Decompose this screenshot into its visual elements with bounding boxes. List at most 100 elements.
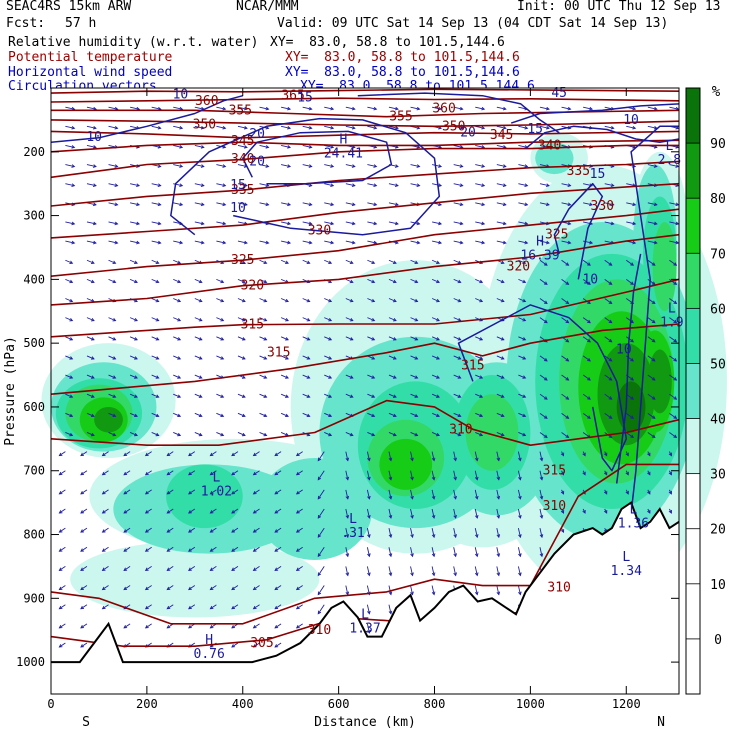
circulation-vector-head (317, 572, 322, 577)
circulation-vector-head (543, 300, 548, 305)
theta-label: 315 (241, 318, 264, 333)
circulation-vector-head (265, 240, 270, 245)
circulation-vector (410, 336, 418, 341)
circulation-vector (626, 412, 634, 419)
circulation-vector (302, 393, 310, 398)
circulation-vector (496, 355, 505, 360)
circulation-vector-head (330, 125, 335, 130)
wind-contour (553, 182, 604, 280)
circulation-vector-head (71, 164, 76, 168)
circulation-vector-head (675, 240, 680, 245)
circulation-vector-head (436, 337, 440, 341)
circulation-vector-head (114, 221, 119, 226)
circulation-vector (583, 240, 593, 244)
circulation-vector (80, 546, 88, 552)
circulation-vector (388, 470, 392, 480)
circulation-vector (496, 451, 500, 461)
circulation-vector (539, 298, 548, 304)
circulation-vector-head (241, 413, 246, 418)
circulation-vector-head (330, 202, 335, 207)
circulation-vector (108, 259, 116, 264)
circulation-vector (259, 164, 269, 167)
circulation-vector-head (610, 202, 615, 207)
circulation-vector-head (479, 298, 484, 303)
circulation-vector-head (457, 337, 462, 341)
circulation-vector-head (522, 413, 527, 418)
circulation-vector (431, 412, 440, 417)
circulation-vector (296, 470, 303, 476)
circulation-vector-head (474, 572, 479, 577)
circulation-vector-head (287, 145, 292, 149)
circulation-vector (86, 317, 95, 322)
circulation-vector-head (560, 529, 565, 533)
extremum-type: L (361, 608, 369, 623)
circulation-vector-head (394, 183, 399, 187)
circulation-vector (151, 374, 159, 379)
circulation-vector (108, 106, 118, 110)
circulation-vector (539, 547, 543, 557)
circulation-vector-head (608, 319, 613, 324)
circulation-vector (86, 374, 95, 379)
circulation-vector (367, 164, 377, 167)
circulation-vector-head (496, 534, 501, 539)
circulation-vector (194, 125, 204, 129)
circulation-vector-head (351, 106, 356, 111)
circulation-vector-head (367, 534, 371, 539)
circulation-vector-head (371, 279, 376, 284)
circulation-vector-head (144, 567, 149, 571)
circulation-vector (561, 259, 569, 266)
circulation-vector-head (522, 318, 527, 322)
circulation-vector-head (394, 202, 399, 207)
circulation-vector-head (134, 337, 138, 341)
circulation-vector (345, 451, 349, 461)
circulation-vector (388, 183, 399, 187)
circulation-vector-head (188, 586, 192, 591)
circulation-vector-head (388, 610, 393, 615)
circulation-vector (80, 451, 88, 456)
circulation-vector (669, 202, 679, 206)
circulation-vector-head (220, 356, 225, 360)
circulation-vector (582, 317, 591, 324)
circulation-vector (604, 336, 612, 343)
circulation-vector-head (188, 624, 192, 629)
circulation-vector (86, 202, 97, 206)
circulation-vector-head (241, 356, 246, 360)
init-label: Init: 00 UTC Thu 12 Sep 13 (517, 0, 721, 14)
circulation-vector (317, 470, 325, 480)
circulation-vector-head (101, 452, 106, 457)
theta-contour (50, 160, 680, 207)
circulation-vector (130, 221, 140, 225)
circulation-vector (216, 183, 226, 187)
circulation-vector (253, 489, 260, 495)
circulation-vector-head (287, 202, 292, 207)
circulation-vector (151, 298, 159, 302)
circulation-vector (669, 393, 677, 400)
circulation-vector (259, 355, 267, 360)
circulation-vector (431, 298, 440, 302)
wind-contour (620, 125, 679, 599)
circulation-vector-head (136, 202, 141, 207)
circulation-vector (474, 489, 478, 499)
circulation-vector-head (155, 260, 160, 264)
circulation-vector-head (589, 202, 594, 207)
circulation-vector (518, 298, 526, 302)
circulation-vector-head (481, 106, 486, 111)
circulation-vector-head (545, 125, 550, 130)
circulation-vector (647, 164, 657, 167)
y-axis-label: Pressure (hPa) (3, 336, 18, 446)
circulation-vector-head (265, 202, 270, 207)
circulation-vector-head (457, 298, 462, 303)
circulation-vector (431, 566, 435, 576)
circulation-vector (194, 221, 204, 225)
colorbar-bin (686, 88, 700, 144)
circulation-vector-head (134, 260, 138, 264)
circulation-vector-head (673, 396, 678, 400)
circulation-vector-head (500, 298, 505, 303)
circulation-vector (102, 508, 109, 514)
circulation-vector (496, 183, 506, 187)
circulation-vector-head (539, 476, 544, 481)
circulation-vector (302, 317, 310, 322)
circulation-vector (237, 336, 246, 341)
circulation-vector (388, 566, 392, 576)
circulation-vector (59, 451, 66, 456)
